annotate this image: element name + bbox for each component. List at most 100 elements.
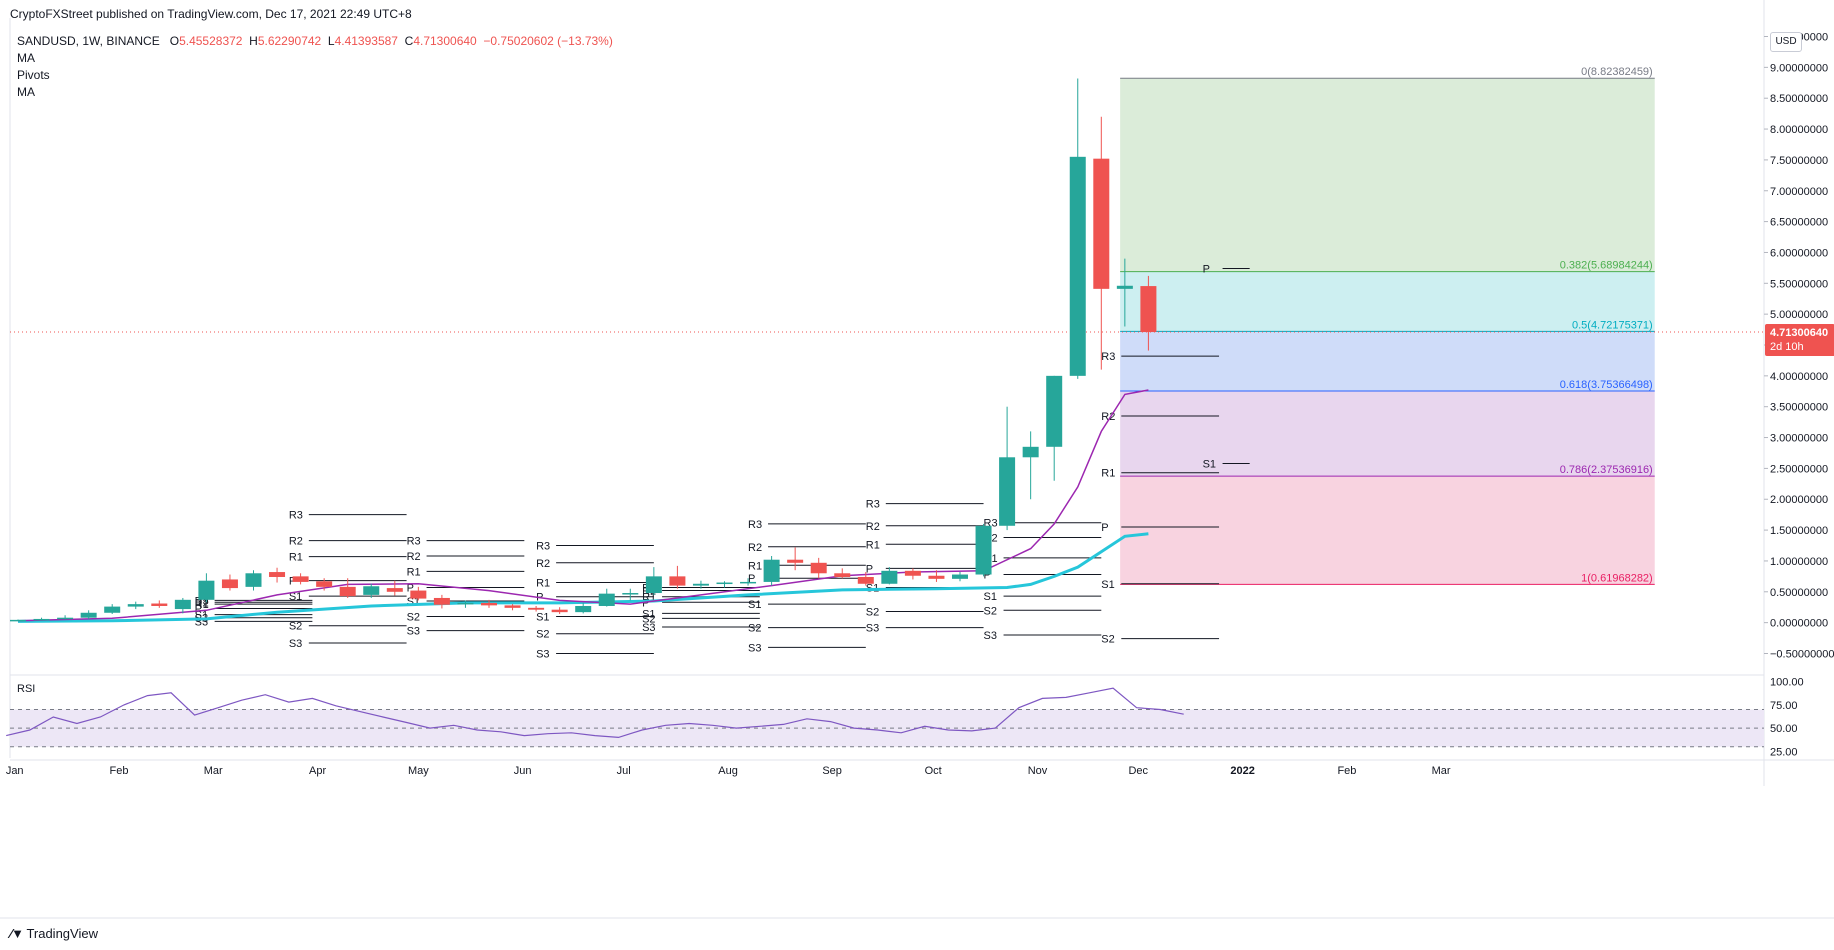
pivot-label-P: P xyxy=(289,576,296,588)
indicator-ma-slow-label[interactable]: MA xyxy=(17,85,35,99)
candle xyxy=(457,600,474,608)
candle-body xyxy=(716,582,733,585)
candle xyxy=(928,570,945,582)
tradingview-logo-icon: ⁄▼ xyxy=(10,926,24,941)
candle xyxy=(645,567,662,595)
price-tick-label: 6.50000000 xyxy=(1770,217,1828,229)
pivot-label-P: P xyxy=(642,597,649,609)
rsi-tick-label: 75.00 xyxy=(1770,700,1798,712)
candle xyxy=(716,581,733,588)
candle-body xyxy=(857,576,874,584)
candle-body xyxy=(740,581,757,584)
candle-body xyxy=(80,612,97,618)
candle-body xyxy=(834,573,851,577)
fib-level-label-1: 1(0.61968282) xyxy=(1581,572,1653,584)
pivot-label-P: P xyxy=(866,563,873,575)
price-tick-label: 9.00000000 xyxy=(1770,62,1828,74)
candle xyxy=(269,567,286,583)
pivot-label-S3: S3 xyxy=(536,648,549,660)
price-tick-label: 4.00000000 xyxy=(1770,371,1828,383)
candle-body xyxy=(410,590,427,599)
price-tick-label: 8.50000000 xyxy=(1770,93,1828,105)
candle-body xyxy=(575,605,592,613)
candle-body xyxy=(127,604,144,607)
currency-badge[interactable]: USD xyxy=(1770,32,1802,52)
symbol-ohlc-line: SANDUSD, 1W, BINANCE O5.45528372 H5.6229… xyxy=(17,34,613,48)
candle xyxy=(151,600,168,608)
candle xyxy=(622,588,639,601)
candle xyxy=(834,568,851,579)
candle-body xyxy=(975,525,992,575)
pivot-label-S3: S3 xyxy=(642,622,655,634)
indicator-ma-fast-label[interactable]: MA xyxy=(17,51,35,65)
candle-body xyxy=(10,619,26,622)
candle-body xyxy=(221,579,238,589)
candle-body xyxy=(151,603,168,606)
candle xyxy=(740,578,757,586)
rsi-tick-label: 100.00 xyxy=(1770,677,1804,689)
candle xyxy=(292,573,309,585)
candle xyxy=(10,619,26,622)
time-tick-label: Jan xyxy=(6,765,24,777)
candle-body xyxy=(198,580,215,600)
pivot-label-S1: S1 xyxy=(1101,579,1114,591)
pivot-label-S2: S2 xyxy=(984,605,997,617)
candle-body xyxy=(1069,156,1086,376)
fib-level-label-0.382: 0.382(5.68984244) xyxy=(1560,260,1653,272)
pivot-label-S2: S2 xyxy=(866,607,879,619)
pivot-label-P: P xyxy=(407,582,414,594)
candle xyxy=(221,574,238,591)
pivot-label-S1: S1 xyxy=(748,599,761,611)
candle-body xyxy=(787,559,804,563)
pivot-label-R1: R1 xyxy=(536,578,550,590)
candle-body xyxy=(928,575,945,579)
pivot-label-R1: R1 xyxy=(289,552,303,564)
candle-body xyxy=(622,593,639,595)
candle xyxy=(787,547,804,571)
candle xyxy=(386,580,403,596)
candle-body xyxy=(551,609,568,613)
candle-body xyxy=(810,562,827,574)
time-tick-label: Apr xyxy=(309,765,326,777)
pivot-label-P: P xyxy=(195,603,202,615)
candle xyxy=(669,565,686,589)
fib-level-label-0.5: 0.5(4.72175371) xyxy=(1572,319,1653,331)
price-tick-label: 5.50000000 xyxy=(1770,278,1828,290)
time-tick-label: Dec xyxy=(1128,765,1148,777)
indicator-pivots-label[interactable]: Pivots xyxy=(17,68,50,82)
candle xyxy=(999,406,1016,531)
change-value: −0.75020602 (−13.73%) xyxy=(483,34,613,48)
candle-body xyxy=(692,583,709,586)
pivot-label-S2: S2 xyxy=(289,621,302,633)
candle-body xyxy=(104,606,121,613)
ma-fast-line xyxy=(17,389,1149,622)
candle xyxy=(339,578,356,598)
candle xyxy=(952,572,968,582)
time-tick-label: Oct xyxy=(925,765,942,777)
time-tick-label: Mar xyxy=(204,765,223,777)
candle xyxy=(575,602,592,614)
time-tick-label: Feb xyxy=(1337,765,1356,777)
candle xyxy=(1069,78,1086,379)
candle xyxy=(763,556,780,586)
candle-body xyxy=(316,581,333,587)
time-tick-label: May xyxy=(408,765,429,777)
pivot-label-R1: R1 xyxy=(748,560,762,572)
candle-body xyxy=(504,605,521,608)
tradingview-footer[interactable]: ⁄▼ TradingView xyxy=(10,926,98,941)
close-label: C xyxy=(404,34,414,48)
pivot-label-S3: S3 xyxy=(289,638,302,650)
pivot-set-9: P S1 xyxy=(1203,263,1250,470)
time-tick-label: Nov xyxy=(1028,765,1048,777)
candle xyxy=(198,573,215,603)
price-tick-label: 0.00000000 xyxy=(1770,618,1828,630)
rsi-tick-label: 25.00 xyxy=(1770,746,1798,758)
candle-body xyxy=(669,576,686,586)
pivot-set-5: R3 R2 R1P S1 S2 S3 xyxy=(748,519,866,654)
rsi-line xyxy=(6,687,1184,739)
price-tick-label: 2.00000000 xyxy=(1770,494,1828,506)
symbol-label[interactable]: SANDUSD, 1W, BINANCE xyxy=(17,34,160,48)
